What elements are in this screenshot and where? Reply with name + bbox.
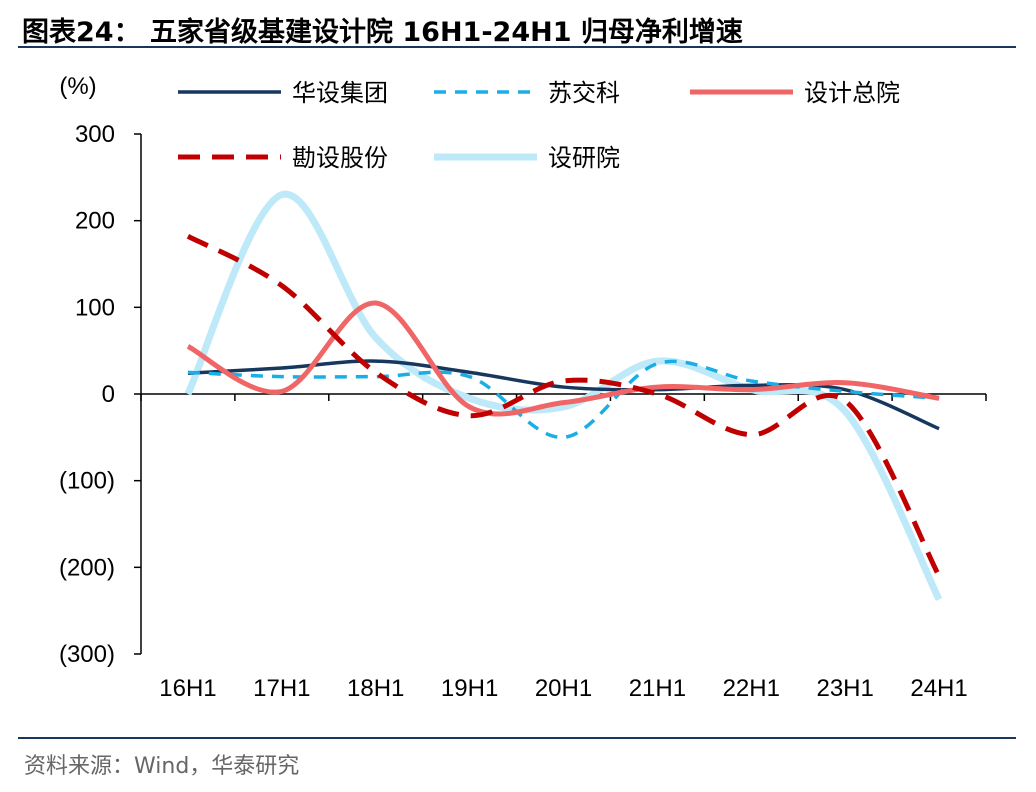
x-tick-label: 19H1 bbox=[441, 675, 498, 702]
series-line-3 bbox=[186, 234, 942, 578]
chart-title: 图表24： 五家省级基建设计院 16H1-24H1 归母净利增速 bbox=[22, 17, 743, 48]
source-note: 资料来源：Wind，华泰研究 bbox=[24, 754, 300, 779]
y-tick-label: (300) bbox=[59, 641, 115, 668]
legend-label: 华设集团 bbox=[292, 79, 388, 107]
y-tick-label: 100 bbox=[75, 294, 115, 321]
y-tick-label: (100) bbox=[59, 468, 115, 495]
y-tick-label: (200) bbox=[59, 554, 115, 581]
series-line-4 bbox=[184, 190, 943, 601]
x-tick-label: 22H1 bbox=[723, 675, 780, 702]
x-tick-label: 20H1 bbox=[535, 675, 592, 702]
y-tick-label: 200 bbox=[75, 208, 115, 235]
y-tick-label: 300 bbox=[75, 121, 115, 148]
axes: 300 200 100 0 (100) (200) (300) (%) 16H1 17H1 18H1… bbox=[59, 73, 987, 702]
series-line-2 bbox=[186, 300, 940, 417]
title-divider bbox=[18, 46, 1016, 48]
footer-divider bbox=[18, 737, 1016, 739]
x-tick-label: 21H1 bbox=[629, 675, 686, 702]
legend-label: 设计总院 bbox=[804, 79, 900, 107]
x-tick-label: 24H1 bbox=[910, 675, 967, 702]
legend-label: 设研院 bbox=[548, 144, 620, 172]
x-tick-label: 23H1 bbox=[816, 675, 873, 702]
y-axis-unit: (%) bbox=[59, 73, 96, 100]
legend-label: 勘设股份 bbox=[292, 144, 388, 172]
y-tick-label: 0 bbox=[102, 381, 115, 408]
series-layer bbox=[184, 190, 943, 601]
x-tick-label: 16H1 bbox=[159, 675, 216, 702]
x-tick-label: 17H1 bbox=[253, 675, 310, 702]
legend-label: 苏交科 bbox=[548, 79, 620, 107]
x-tick-label: 18H1 bbox=[347, 675, 404, 702]
chart-canvas: 300 200 100 0 (100) (200) (300) (%) 16H1 17H1 18H1… bbox=[59, 73, 987, 702]
series-line-1 bbox=[187, 359, 940, 440]
